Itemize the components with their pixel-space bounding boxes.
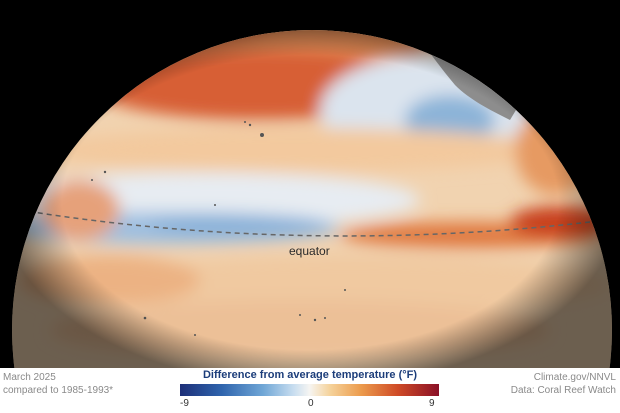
credit-line: Climate.gov/NNVL	[533, 372, 616, 383]
legend-zero-label: 0	[308, 398, 314, 409]
date-line: March 2025	[3, 372, 56, 383]
ocean-globe	[12, 30, 612, 368]
color-scale-bar	[180, 384, 439, 396]
source-line: Data: Coral Reef Watch	[510, 385, 616, 396]
globe-map	[12, 30, 612, 368]
equator-label: equator	[289, 244, 330, 258]
legend-max-label: 9	[429, 398, 435, 409]
sst-anomaly-map: equator	[12, 30, 612, 368]
legend-min-label: -9	[180, 398, 189, 409]
baseline-line: compared to 1985-1993*	[3, 385, 114, 396]
date-info: March 2025 compared to 1985-1993*	[3, 371, 113, 397]
footer: March 2025 compared to 1985-1993* Differ…	[0, 368, 620, 413]
credit-info: Climate.gov/NNVL Data: Coral Reef Watch	[511, 371, 616, 397]
legend-title: Difference from average temperature (°F)	[202, 369, 418, 381]
